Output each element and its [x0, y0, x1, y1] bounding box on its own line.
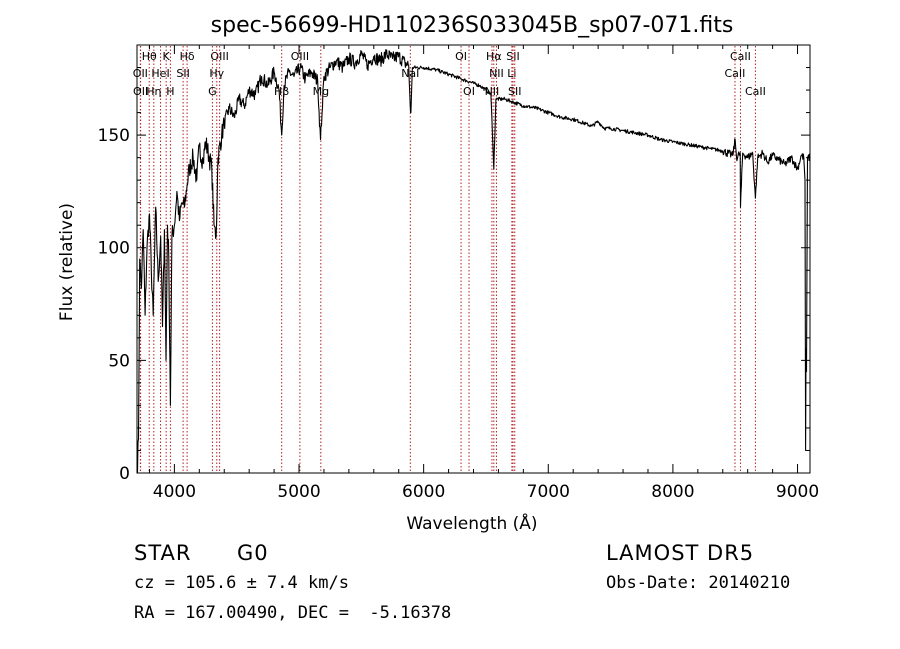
y-tick-label: 0 [119, 464, 130, 484]
x-tick-label: 9000 [776, 482, 819, 502]
line-label: CaII [725, 67, 746, 80]
redshift-velocity: cz = 105.6 ± 7.4 km/s [134, 573, 349, 593]
line-label: NII [489, 67, 504, 80]
line-label: Hγ [209, 67, 224, 80]
y-tick-label: 150 [98, 126, 130, 146]
line-label: SII [176, 67, 189, 80]
line-label: Mg [313, 85, 329, 98]
line-label: OII [133, 67, 148, 80]
line-label: OI [463, 85, 475, 98]
line-label: Li [507, 67, 516, 80]
observation-date: Obs-Date: 20140210 [606, 573, 791, 593]
line-label: NaI [401, 67, 419, 80]
chart-title: spec-56699-HD110236S033045B_sp07-071.fit… [211, 13, 734, 38]
line-label: H [166, 85, 174, 98]
spectral-line-markers: Hθ K Hδ OIII OIII OI Hα SII CaII OII HeI SII Hγ NaI NI… [133, 46, 766, 472]
line-label: SII [508, 85, 521, 98]
plot-frame [136, 44, 811, 474]
line-label: K [163, 50, 171, 63]
line-label: Hη [146, 85, 161, 98]
line-label: Hθ [142, 50, 157, 63]
object-subclass: G0 [237, 541, 269, 565]
y-tick-label: 50 [108, 351, 130, 371]
line-label: HeI [151, 67, 169, 80]
y-axis-label: Flux (relative) [57, 203, 77, 321]
y-tick-label: 100 [98, 239, 130, 259]
object-class: STAR [134, 541, 192, 565]
x-tick-label: 5000 [277, 482, 320, 502]
spectrum-series [136, 49, 811, 474]
spectrum-line [136, 49, 811, 474]
survey-name: LAMOST DR5 [606, 541, 755, 565]
line-label: CaII [730, 50, 751, 63]
x-tick-label: 4000 [153, 482, 196, 502]
line-label: OIII [291, 50, 309, 63]
line-label: OI [455, 50, 467, 63]
line-label: OIII [210, 50, 228, 63]
line-label: Hα [486, 50, 502, 63]
line-label: G [208, 85, 217, 98]
line-label: OII [133, 85, 148, 98]
line-label: Hδ [180, 50, 195, 63]
x-tick-label: 8000 [651, 482, 694, 502]
line-label: CaII [745, 85, 766, 98]
axis-ticks: 4000 5000 6000 7000 8000 9000 0 50 100 150 [98, 45, 819, 502]
line-label: SII [506, 50, 519, 63]
line-label: NII [485, 85, 500, 98]
x-tick-label: 7000 [527, 482, 570, 502]
coordinates: RA = 167.00490, DEC = -5.16378 [134, 603, 452, 623]
x-axis-label: Wavelength (Å) [406, 512, 537, 534]
x-tick-label: 6000 [402, 482, 445, 502]
